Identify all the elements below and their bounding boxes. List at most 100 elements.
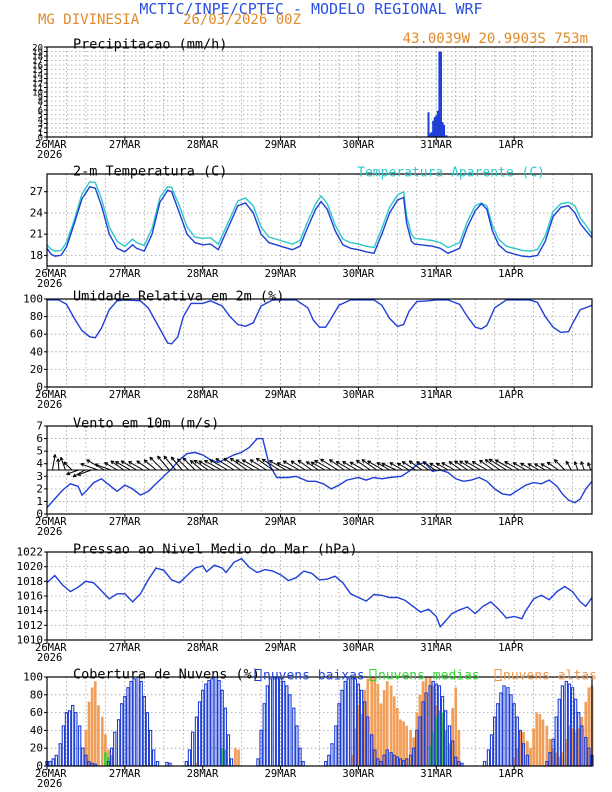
wind-arrowhead: [229, 458, 233, 462]
wind-vector: [540, 463, 553, 471]
y-tick-label: 1: [38, 129, 43, 139]
cloud-bar-0: [496, 703, 500, 767]
y-tick-label: 0: [36, 381, 43, 394]
wind-vector: [484, 459, 501, 471]
x-tick-label: 28MAR: [187, 642, 219, 654]
wind-vector: [170, 456, 183, 471]
y-tick-label: 0: [36, 508, 43, 521]
y-tick-label: 3: [36, 470, 43, 483]
wind-arrowhead: [305, 461, 309, 465]
wind-arrowhead: [209, 459, 213, 463]
wind-vector: [389, 462, 403, 471]
x-tick-label: 1APR: [498, 139, 524, 151]
wind-arrowhead: [441, 462, 445, 466]
cloud-bar-0: [282, 680, 286, 767]
cloud-bar-2: [402, 721, 405, 767]
wind-arrowhead: [268, 460, 272, 464]
wind-vector: [429, 462, 442, 471]
y-tick-label: 60: [30, 328, 43, 341]
x-tick-label: 30MAR: [342, 642, 374, 654]
y-tick-label: 100: [23, 293, 43, 306]
cloud-bar-0: [126, 687, 130, 767]
x-tick-label: 31MAR: [420, 642, 452, 654]
wind-arrowhead: [540, 463, 544, 467]
wind-vector: [282, 460, 300, 471]
x-tick-label: 28MAR: [187, 516, 219, 528]
x-year-label: 2026: [37, 778, 62, 790]
x-year-label: 2026: [37, 399, 62, 411]
plot-frame: [46, 173, 593, 267]
x-tick-label: 27MAR: [109, 642, 141, 654]
wind-arrowhead: [149, 457, 152, 461]
cloud-bar-0: [123, 696, 127, 767]
wind-vector: [587, 462, 592, 471]
x-tick-label: 29MAR: [265, 516, 297, 528]
wind-vector: [143, 459, 157, 471]
wind-vector: [110, 460, 125, 471]
wind-arrowhead: [553, 459, 557, 464]
cloud-bar-0: [557, 698, 561, 767]
cloud-bar-2: [90, 687, 94, 767]
x-year-label: 2026: [37, 652, 62, 664]
y-tick-label: 20: [32, 44, 43, 54]
cloud-bar-2: [97, 705, 100, 767]
x-tick-label: 26MAR: [35, 268, 67, 280]
wind-vector: [479, 459, 494, 471]
wind-vector: [381, 462, 397, 471]
wind-arrowhead: [176, 458, 180, 463]
precip-bar: [429, 133, 432, 137]
x-tick-label: 1APR: [498, 389, 524, 401]
wind-arrowhead: [520, 462, 524, 467]
cloud-bar-0: [268, 678, 273, 767]
wind-arrowhead: [189, 460, 193, 464]
wind-arrowhead: [448, 461, 452, 465]
cloud-bar-0: [78, 725, 82, 767]
wind-arrowhead: [120, 460, 124, 465]
wind-vector: [520, 462, 533, 471]
cloud-bar-0: [197, 701, 202, 767]
wind-arrowhead: [110, 460, 113, 465]
cloud-bar-2: [376, 683, 380, 767]
precip-bar: [445, 135, 448, 137]
wind-vector: [215, 458, 235, 471]
x-tick-label: 1APR: [498, 516, 524, 528]
legend-apparent-temperature: Temperatura Aparente (C): [357, 166, 545, 181]
wind-arrowhead: [104, 462, 107, 466]
wind-vector: [472, 461, 488, 471]
cloud-bar-0: [48, 760, 52, 767]
cloud-bar-0: [486, 749, 491, 767]
plot-frame: [46, 676, 593, 767]
series-line-0: [46, 557, 593, 629]
wind-arrowhead: [342, 461, 345, 465]
wind-arrowhead: [80, 463, 84, 467]
cloud-bar-2: [87, 701, 91, 767]
wind-vector: [77, 469, 92, 476]
y-tick-label: 18: [30, 249, 43, 262]
cloud-bar-2: [457, 730, 461, 767]
x-tick-label: 1APR: [498, 768, 524, 780]
cloud-bar-0: [58, 743, 62, 767]
wind-arrowhead: [484, 459, 488, 463]
wind-vector: [574, 461, 579, 471]
cloud-bar-0: [256, 758, 260, 767]
cloud-bar-0: [229, 758, 234, 767]
wind-arrowhead: [464, 460, 468, 465]
y-tick-label: 80: [30, 310, 43, 323]
wind-arrowhead: [389, 462, 393, 466]
wind-vector: [177, 458, 189, 471]
y-tick-label: 60: [30, 706, 43, 719]
cloud-bar-0: [259, 729, 263, 767]
wind-vector: [335, 461, 352, 471]
x-tick-label: 26MAR: [35, 516, 67, 528]
cloud-bar-2: [93, 681, 97, 767]
y-tick-label: 1020: [17, 560, 44, 573]
cloud-bar-0: [482, 760, 487, 767]
wind-arrowhead: [170, 456, 173, 461]
wind-arrowhead: [282, 460, 286, 465]
wind-vector: [193, 459, 209, 471]
y-tick-label: 20: [30, 363, 43, 376]
wind-arrowhead: [128, 461, 131, 465]
location-name: MG DIVINESIA: [38, 12, 140, 28]
